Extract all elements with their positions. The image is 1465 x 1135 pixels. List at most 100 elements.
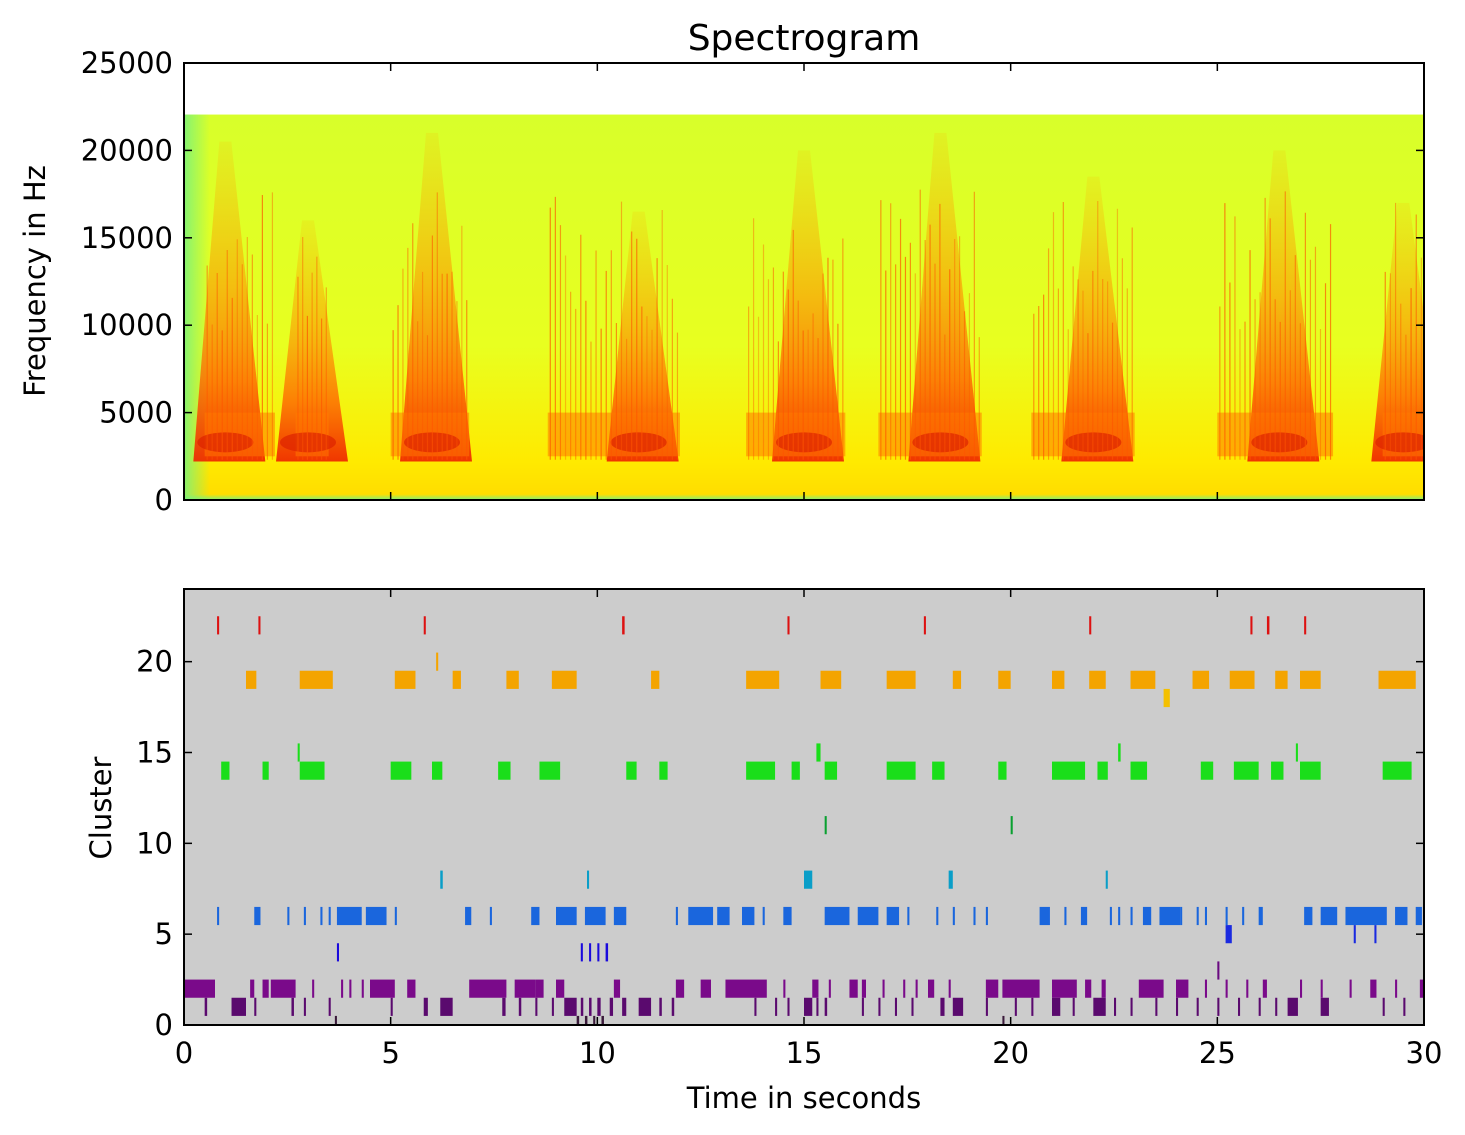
cluster-event: [907, 907, 909, 925]
cluster-event: [1379, 671, 1416, 689]
cluster-event: [440, 998, 452, 1016]
cluster-event: [587, 871, 589, 889]
cluster-event: [1217, 961, 1219, 979]
cluster-event: [1193, 671, 1210, 689]
cluster-event: [1089, 616, 1091, 634]
cluster-event: [953, 671, 961, 689]
cluster-event: [986, 980, 998, 998]
cluster-event: [1052, 762, 1085, 780]
cluster-xlabel: Time in seconds: [686, 1081, 921, 1115]
ytick-label: 20000: [81, 133, 173, 167]
cluster-event: [184, 980, 215, 998]
cluster-event: [341, 980, 343, 998]
cluster-event: [531, 907, 539, 925]
cluster-event: [1201, 762, 1213, 780]
cluster-event: [858, 907, 879, 925]
spectrogram-title: Spectrogram: [688, 18, 921, 59]
cluster-event: [1259, 907, 1263, 925]
cluster-event: [949, 871, 953, 889]
cluster-event: [1176, 980, 1188, 998]
ytick-label: 5: [155, 917, 173, 951]
cluster-event: [1374, 925, 1376, 943]
cluster-event: [1097, 762, 1107, 780]
cluster-event: [581, 998, 583, 1016]
cluster-event: [1205, 907, 1207, 925]
cluster-event: [973, 907, 975, 925]
cluster-event: [1288, 998, 1298, 1016]
cluster-event: [1159, 907, 1180, 925]
cluster-event: [395, 671, 416, 689]
cluster-event: [1275, 998, 1277, 1016]
cluster-event: [849, 980, 857, 998]
cluster-event: [1296, 743, 1298, 761]
cluster-event: [217, 616, 219, 634]
cluster-event: [606, 943, 608, 961]
cluster-event: [792, 762, 800, 780]
cluster-event: [535, 998, 537, 1016]
cluster-event: [1197, 907, 1199, 925]
cluster-event: [949, 980, 951, 998]
cluster-event: [887, 907, 899, 925]
cluster-event: [916, 980, 918, 998]
cluster-event: [1073, 998, 1075, 1016]
cluster-event: [556, 907, 577, 925]
cluster-event: [701, 980, 711, 998]
cluster-event: [490, 907, 492, 925]
cluster-event: [1226, 980, 1228, 998]
cluster-event: [300, 671, 333, 689]
cluster-event: [787, 998, 789, 1016]
cluster-event: [362, 980, 364, 998]
cluster-event: [1205, 980, 1207, 998]
cluster-event: [1304, 616, 1306, 634]
cluster-event: [626, 762, 636, 780]
cluster-event: [258, 616, 260, 634]
cluster-event: [1395, 980, 1397, 998]
cluster-event: [1304, 907, 1312, 925]
cluster-event: [940, 998, 944, 1016]
cluster-event: [469, 980, 506, 998]
cluster-event: [775, 998, 777, 1016]
cluster-event: [1250, 616, 1252, 634]
cluster-event: [246, 671, 256, 689]
cluster-event: [250, 980, 254, 998]
cluster-event: [812, 980, 818, 998]
cluster-event: [883, 980, 885, 998]
cluster-background: [184, 589, 1424, 1025]
cluster-event: [688, 907, 713, 925]
song-core: [197, 432, 253, 452]
cluster-event: [304, 907, 306, 925]
cluster-event: [825, 762, 837, 780]
cluster-event: [552, 671, 577, 689]
xtick-label: 15: [786, 1036, 823, 1070]
cluster-event: [1114, 998, 1116, 1016]
cluster-event: [887, 671, 916, 689]
cluster-event: [1403, 998, 1405, 1016]
cluster-event: [953, 998, 963, 1016]
cluster-event: [825, 998, 827, 1016]
cluster-event: [1176, 998, 1178, 1016]
cluster-event: [659, 998, 661, 1016]
cluster-event: [639, 998, 651, 1016]
cluster-event: [1031, 998, 1033, 1016]
cluster-event: [610, 998, 613, 1016]
cluster-event: [1246, 980, 1248, 998]
xtick-label: 10: [579, 1036, 616, 1070]
cluster-event: [825, 907, 850, 925]
cluster-event: [263, 762, 269, 780]
cluster-event: [783, 980, 785, 998]
cluster-event: [1383, 998, 1385, 1016]
cluster-event: [829, 980, 831, 998]
cluster-event: [1370, 980, 1376, 998]
cluster-event: [1300, 980, 1302, 998]
cluster-event: [424, 616, 426, 634]
cluster-ylabel: Cluster: [84, 756, 118, 859]
cluster-event: [432, 762, 442, 780]
cluster-event: [1143, 907, 1151, 925]
cluster-event: [1085, 980, 1091, 998]
cluster-event: [1234, 762, 1259, 780]
cluster-event: [1217, 998, 1219, 1016]
cluster-event: [614, 980, 620, 998]
cluster-event: [597, 943, 599, 961]
cluster-event: [1197, 998, 1199, 1016]
cluster-event: [287, 907, 289, 925]
